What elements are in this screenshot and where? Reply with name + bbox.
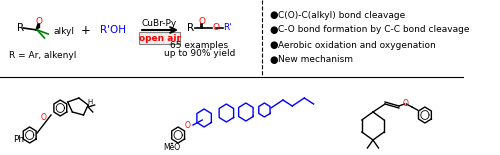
Text: ●: ● xyxy=(270,55,278,65)
Text: O: O xyxy=(402,98,408,108)
Text: open air: open air xyxy=(138,34,180,43)
Text: R'OH: R'OH xyxy=(100,25,126,35)
Text: up to 90% yield: up to 90% yield xyxy=(164,49,235,58)
Text: C(O)-C(alkyl) bond cleavage: C(O)-C(alkyl) bond cleavage xyxy=(278,11,405,20)
Text: O: O xyxy=(40,113,46,122)
Text: O: O xyxy=(184,120,190,129)
Text: ●: ● xyxy=(270,10,278,20)
Text: C-O bond formation by C-C bond cleavage: C-O bond formation by C-C bond cleavage xyxy=(278,26,469,35)
Text: O: O xyxy=(199,18,206,27)
Text: R': R' xyxy=(224,24,232,33)
Text: alkyl: alkyl xyxy=(54,27,75,36)
Text: ●: ● xyxy=(270,25,278,35)
Text: R: R xyxy=(17,23,24,33)
Text: O: O xyxy=(212,24,220,33)
Text: R = Ar, alkenyl: R = Ar, alkenyl xyxy=(10,51,76,60)
Text: 65 examples: 65 examples xyxy=(170,40,228,49)
Text: R: R xyxy=(186,23,194,33)
Text: Ph: Ph xyxy=(13,135,24,144)
Text: New mechanism: New mechanism xyxy=(278,55,353,64)
Text: ●: ● xyxy=(270,40,278,50)
Text: MeO: MeO xyxy=(163,144,180,153)
Text: O: O xyxy=(36,18,43,27)
Text: CuBr-Py: CuBr-Py xyxy=(142,20,177,29)
Text: H: H xyxy=(88,99,92,105)
FancyBboxPatch shape xyxy=(139,32,180,44)
Text: Aerobic oxidation and oxygenation: Aerobic oxidation and oxygenation xyxy=(278,40,436,49)
Text: +: + xyxy=(80,24,90,36)
